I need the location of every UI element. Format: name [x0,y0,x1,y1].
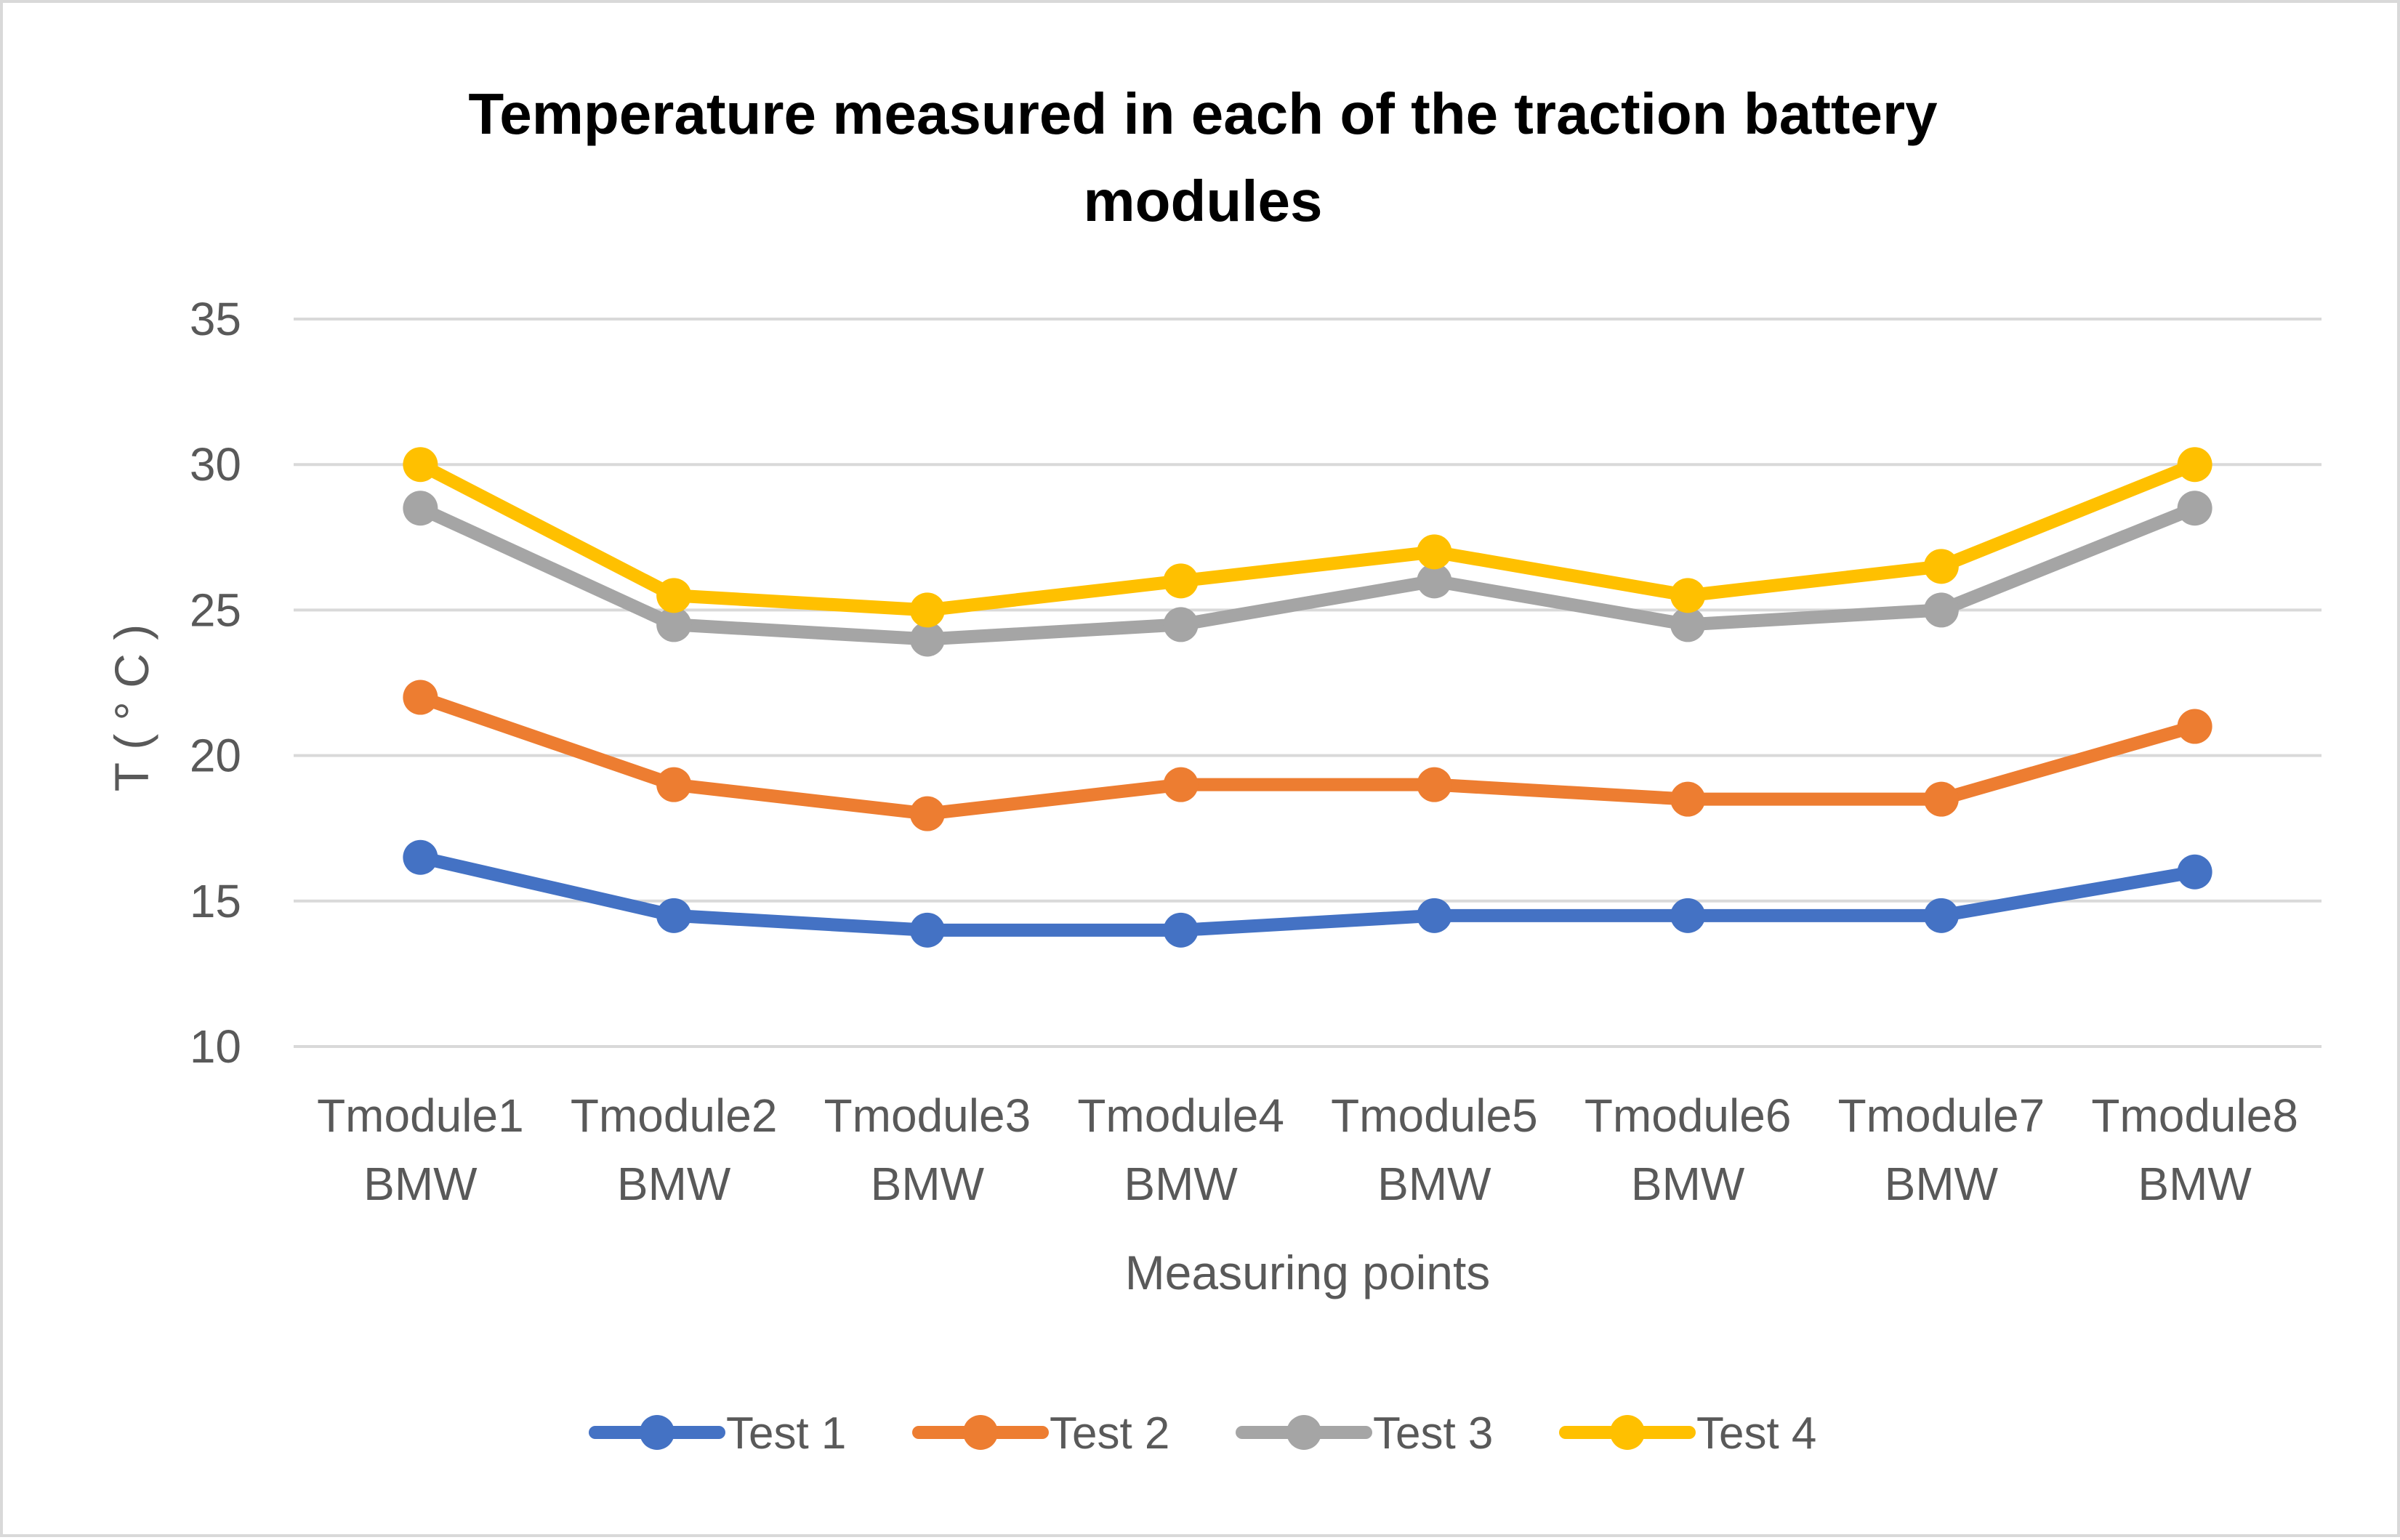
x-tick-label: BMW [1885,1158,1999,1210]
x-tick-label: BMW [2138,1158,2252,1210]
y-tick-label: 30 [190,438,241,491]
legend-label: Test 2 [1050,1408,1169,1459]
data-point [1923,898,1959,933]
data-point [2177,854,2212,890]
legend-item: Test 4 [1559,1408,1816,1459]
series-2 [403,680,2212,831]
series-line [414,458,2202,617]
y-axis-ticks: 10 15 20 25 30 35 [190,293,241,1073]
legend-marker [1610,1415,1645,1450]
y-axis-title: T ( ° C ) [105,624,158,791]
data-point [656,578,692,613]
data-point [909,592,945,628]
legend-label: Test 4 [1696,1408,1816,1459]
x-tick-label: Tmodule8 [2091,1089,2298,1142]
x-tick-label: Tmodule5 [1331,1089,1538,1142]
x-tick-label: BMW [617,1158,731,1210]
data-point [403,447,438,483]
data-point [1923,781,1959,817]
x-tick-label: BMW [363,1158,478,1210]
series-3 [403,491,2212,657]
data-point [403,680,438,715]
x-tick-label: Tmodule1 [317,1089,524,1142]
series-line [414,850,2202,937]
data-point [403,839,438,875]
gridlines [294,318,2322,1048]
x-tick-label: BMW [1631,1158,1745,1210]
x-tick-label: Tmodule4 [1077,1089,1284,1142]
y-tick-label: 25 [190,584,241,636]
x-tick-label: Tmodule6 [1584,1089,1792,1142]
data-point [1923,549,1959,584]
data-point [1417,767,1452,802]
x-tick-label: BMW [1377,1158,1491,1210]
data-point [909,912,945,948]
data-point [1163,767,1199,802]
data-point [909,796,945,831]
data-point [656,607,692,642]
legend-label: Test 1 [726,1408,846,1459]
data-point [1670,781,1706,817]
data-point [1417,898,1452,933]
series-line [414,690,2202,821]
legend-item: Test 1 [589,1408,846,1459]
data-point [2177,491,2212,526]
legend-item: Test 3 [1236,1408,1493,1459]
legend-label: Test 3 [1373,1408,1493,1459]
x-tick-label: Tmodule3 [824,1089,1031,1142]
data-point [909,621,945,657]
x-axis-ticks: Tmodule1 BMW Tmodule2 BMW Tmodule3 BMW Tmodule… [317,1089,2298,1210]
x-tick-label: BMW [871,1158,985,1210]
line-chart: Temperature measured in each of the trac… [105,81,2322,1459]
series-line [414,501,2202,646]
x-tick-label: BMW [1124,1158,1238,1210]
data-point [656,898,692,933]
x-axis-title: Measuring points [1125,1246,1491,1299]
data-point [403,491,438,526]
data-point [1670,607,1706,642]
data-point [1163,607,1199,642]
y-tick-label: 20 [190,730,241,782]
y-tick-label: 15 [190,875,241,927]
data-point [1670,898,1706,933]
legend-marker [640,1415,675,1450]
x-tick-label: Tmodule7 [1838,1089,2045,1142]
chart-title-line-1: Temperature measured in each of the trac… [468,81,1938,146]
y-tick-label: 10 [190,1020,241,1073]
y-tick-label: 35 [190,293,241,345]
legend-marker [1286,1415,1321,1450]
data-point [656,767,692,802]
data-point [2177,447,2212,483]
legend-marker [963,1415,998,1450]
data-point [1417,534,1452,570]
data-point [1670,578,1706,613]
legend-item: Test 2 [912,1408,1169,1459]
legend: Test 1 Test 2 Test 3 Test 4 [589,1408,1816,1459]
chart-title-line-2: modules [1084,169,1323,233]
data-point [1163,563,1199,599]
data-point [1923,592,1959,628]
series-1 [403,839,2212,948]
data-point [1417,563,1452,599]
series-4 [403,447,2212,628]
series-lines [403,447,2212,948]
x-tick-label: Tmodule2 [571,1089,778,1142]
data-point [1163,912,1199,948]
data-point [2177,709,2212,744]
